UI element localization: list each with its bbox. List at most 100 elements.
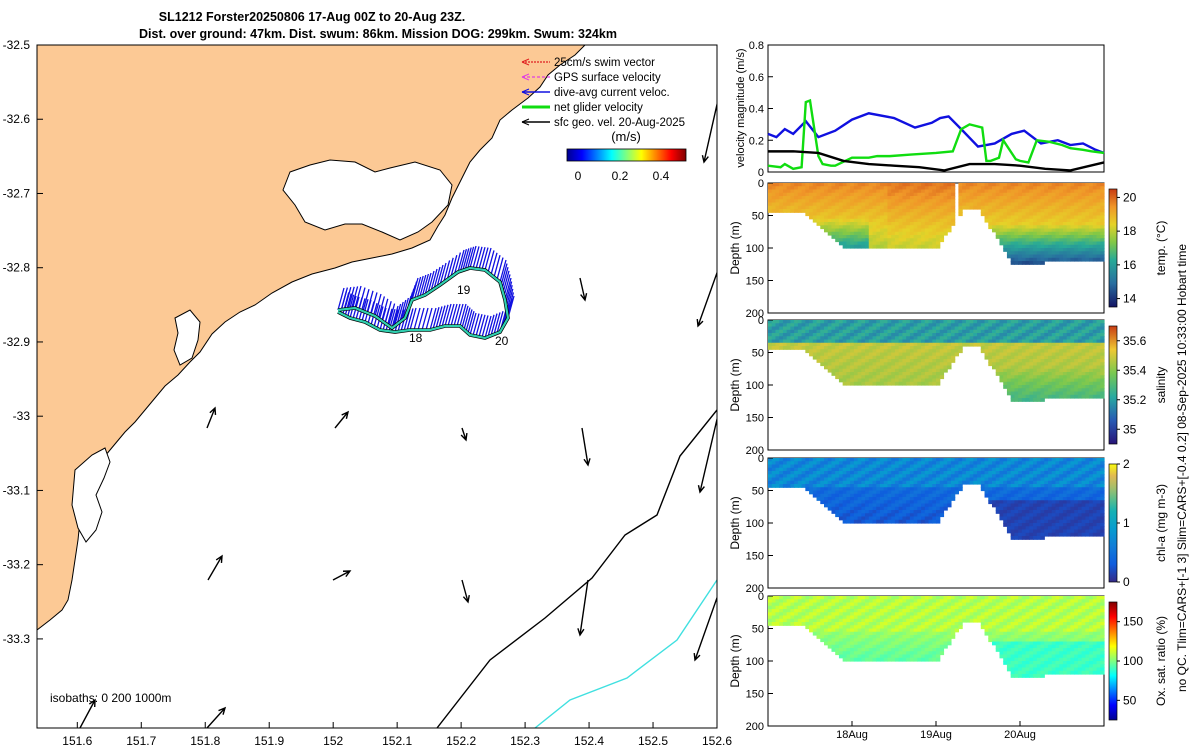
temperature-cell bbox=[1033, 238, 1038, 243]
chlorophyll-cell bbox=[824, 484, 829, 488]
temperature-cell bbox=[1051, 222, 1057, 226]
temperature-cell bbox=[1021, 235, 1027, 239]
temperature-cell bbox=[980, 192, 986, 197]
chlorophyll-cell bbox=[1059, 532, 1064, 537]
salinity-cell bbox=[1036, 339, 1042, 344]
salinity-cell bbox=[865, 368, 870, 373]
chlorophyll-cell bbox=[1033, 493, 1038, 498]
salinity-cell bbox=[1070, 349, 1075, 354]
salinity-cell bbox=[943, 336, 948, 341]
temperature-cell bbox=[958, 202, 963, 207]
temperature-cell bbox=[909, 202, 915, 207]
salinity-cell bbox=[1074, 326, 1079, 331]
chlorophyll-cell bbox=[801, 471, 806, 475]
salinity-cell bbox=[1066, 362, 1071, 367]
salinity-cell bbox=[932, 333, 937, 337]
chlorophyll-cell bbox=[958, 471, 963, 475]
chlorophyll-cell bbox=[958, 487, 963, 492]
chlorophyll-cell bbox=[771, 480, 777, 485]
temperature-cell bbox=[1081, 251, 1086, 256]
chlorophyll-cell bbox=[805, 474, 810, 479]
chlorophyll-cell bbox=[771, 461, 777, 466]
salinity-cell bbox=[1096, 355, 1101, 360]
chlorophyll-cell bbox=[1025, 471, 1030, 475]
chlorophyll-cell bbox=[880, 506, 885, 511]
temperature-cell bbox=[1003, 209, 1008, 213]
salinity-cell bbox=[1081, 355, 1086, 360]
temperature-cell bbox=[1018, 189, 1023, 194]
temperature-cell bbox=[902, 196, 907, 200]
chlorophyll-cell bbox=[842, 461, 847, 466]
dive-avg-current-vector bbox=[490, 252, 498, 275]
temperature-cell bbox=[1066, 241, 1071, 246]
salinity-cell bbox=[1033, 323, 1038, 328]
temperature-cell bbox=[1070, 238, 1075, 243]
temperature-cell bbox=[1096, 212, 1101, 217]
chlorophyll-cell bbox=[838, 487, 844, 492]
chlorophyll-cell bbox=[921, 519, 926, 524]
temperature-cell bbox=[1033, 228, 1038, 233]
salinity-cell bbox=[902, 323, 907, 328]
dive-avg-current-vector bbox=[493, 312, 501, 335]
chlorophyll-cell bbox=[786, 471, 791, 475]
chlorophyll-cell bbox=[779, 474, 784, 479]
chlorophyll-cell bbox=[924, 513, 930, 518]
temperature-cell bbox=[1096, 228, 1101, 233]
salinity-cell bbox=[831, 336, 836, 341]
salinity-cell bbox=[928, 333, 933, 337]
salinity-cell bbox=[1070, 385, 1075, 389]
chlorophyll-cell bbox=[797, 480, 803, 485]
salinity-cell bbox=[1025, 362, 1030, 367]
chlorophyll-cell bbox=[902, 490, 907, 495]
temperature-cell bbox=[909, 215, 915, 220]
temperature-cell bbox=[779, 205, 784, 210]
chlorophyll-cell bbox=[1070, 500, 1075, 505]
salinity-cell bbox=[950, 342, 956, 347]
chlorophyll-cell bbox=[1006, 487, 1012, 492]
chlorophyll-cell bbox=[1040, 477, 1045, 482]
chlorophyll-cell bbox=[1066, 506, 1071, 511]
salinity-cell bbox=[1085, 333, 1090, 337]
temperature-cell bbox=[1040, 183, 1045, 187]
temperature-cell bbox=[872, 225, 877, 230]
chlorophyll-cell bbox=[1048, 506, 1053, 511]
temperature-cell bbox=[921, 228, 926, 233]
salinity-cell bbox=[943, 320, 948, 324]
chlorophyll-cell bbox=[1006, 484, 1012, 488]
temperature-cell bbox=[939, 218, 945, 223]
salinity-cell bbox=[1070, 355, 1075, 360]
temperature-cell bbox=[950, 215, 956, 220]
salinity-cell bbox=[924, 346, 930, 350]
salinity-cell bbox=[1059, 329, 1064, 334]
salinity-cell bbox=[988, 346, 993, 350]
chlorophyll-cell bbox=[1036, 513, 1042, 518]
chlorophyll-cell bbox=[1033, 529, 1038, 534]
chlorophyll-cell bbox=[936, 506, 941, 511]
temperature-cell bbox=[1100, 212, 1105, 217]
salinity-cell bbox=[768, 329, 773, 334]
temperature-cell bbox=[894, 218, 900, 223]
salinity-cell bbox=[1070, 365, 1075, 370]
salinity-cell bbox=[913, 352, 918, 357]
salinity-cell bbox=[1014, 355, 1019, 360]
salinity-cell bbox=[1092, 378, 1098, 383]
temperature-cell bbox=[1021, 248, 1027, 252]
chlorophyll-cell bbox=[797, 467, 803, 472]
chlorophyll-cell bbox=[835, 477, 840, 482]
temperature-cell bbox=[872, 202, 877, 207]
temperature-cell bbox=[1085, 202, 1090, 207]
temperature-cell bbox=[887, 202, 892, 207]
temperature-cell bbox=[1029, 254, 1034, 259]
chlorophyll-cell bbox=[984, 471, 989, 475]
salinity-cell bbox=[1010, 323, 1015, 328]
chlorophyll-cell bbox=[1029, 506, 1034, 511]
salinity-cell bbox=[768, 326, 773, 331]
chlorophyll-cell bbox=[1074, 516, 1079, 521]
temperature-cell bbox=[891, 231, 896, 236]
chlorophyll-cell bbox=[872, 497, 877, 501]
chlorophyll-cell bbox=[932, 516, 937, 521]
chlorophyll-cell bbox=[924, 464, 930, 469]
dive-avg-current-vector bbox=[377, 296, 386, 319]
salinity-cell bbox=[913, 326, 918, 331]
temperature-cell bbox=[1044, 183, 1049, 187]
